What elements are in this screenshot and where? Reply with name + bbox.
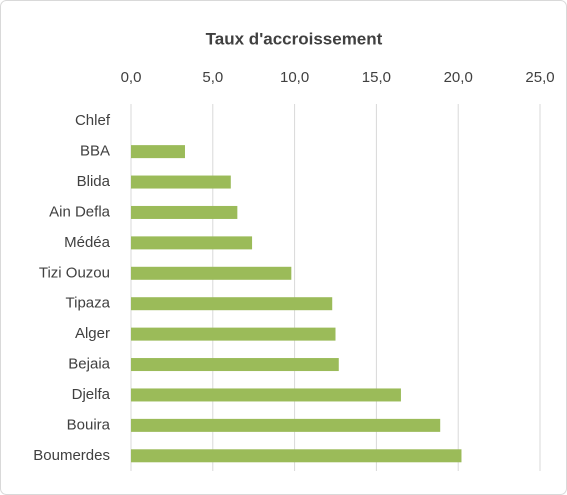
bar xyxy=(131,297,333,311)
bar xyxy=(131,205,238,219)
x-tick-label: 10,0 xyxy=(280,69,309,86)
x-tick-label: 0,0 xyxy=(121,69,142,86)
x-tick-label: 5,0 xyxy=(202,69,223,86)
x-tick-label: 20,0 xyxy=(444,69,473,86)
y-tick-label: Médéa xyxy=(64,234,111,251)
x-tick-label: 15,0 xyxy=(362,69,391,86)
y-tick-label: Bejaia xyxy=(68,356,110,373)
bar xyxy=(131,327,336,341)
y-tick-label: Djelfa xyxy=(72,386,111,403)
y-tick-label: Ain Defla xyxy=(49,203,111,220)
bar xyxy=(131,358,339,372)
y-tick-label: Bouira xyxy=(67,416,111,433)
y-tick-label: Tizi Ouzou xyxy=(39,264,110,281)
bar xyxy=(131,418,441,432)
bar xyxy=(131,145,185,159)
bar xyxy=(131,388,401,402)
y-tick-label: Blida xyxy=(77,173,111,190)
chart-title: Taux d'accroissement xyxy=(206,29,383,48)
y-tick-label: Alger xyxy=(75,325,110,342)
x-tick-label: 25,0 xyxy=(525,69,554,86)
y-tick-label: Chlef xyxy=(75,112,111,129)
bar xyxy=(131,236,253,250)
bar xyxy=(131,266,292,280)
y-tick-label: BBA xyxy=(80,143,110,160)
bar xyxy=(131,175,231,189)
y-tick-label: Tipaza xyxy=(66,295,111,312)
bar xyxy=(131,449,462,463)
y-tick-label: Boumerdes xyxy=(33,447,110,464)
